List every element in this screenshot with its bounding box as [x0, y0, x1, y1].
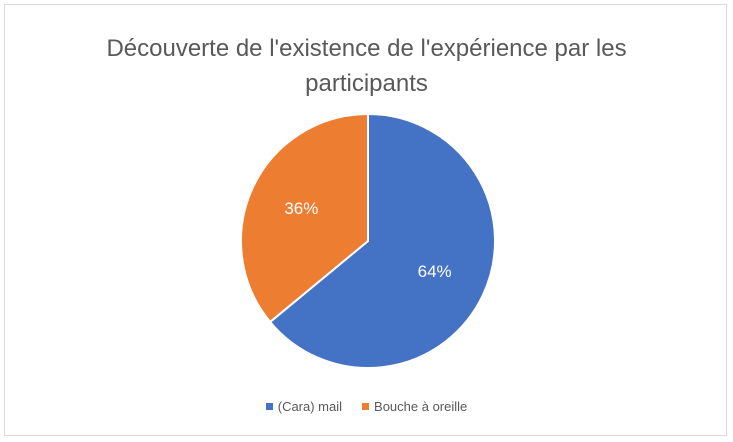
- legend-label-bouche-a-oreille: Bouche à oreille: [374, 399, 468, 414]
- legend-swatch-bouche-a-oreille: [362, 403, 370, 410]
- legend-item-mail: (Cara) mail: [265, 399, 343, 414]
- pie-slice-0: [268, 112, 496, 369]
- chart-legend: (Cara) mail Bouche à oreille: [5, 399, 728, 414]
- legend-swatch-mail: [265, 403, 273, 410]
- legend-item-bouche-a-oreille: Bouche à oreille: [362, 399, 467, 414]
- data-label-1: 36%: [284, 199, 318, 218]
- pie-slice-1: [240, 112, 369, 324]
- chart-title-line-2: participants: [305, 70, 428, 97]
- data-label-0: 64%: [418, 262, 452, 281]
- chart-area: Découverte de l'existence de l'expérienc…: [4, 4, 727, 436]
- legend-label-mail: (Cara) mail: [277, 399, 343, 414]
- chart-title: Découverte de l'existence de l'expérienc…: [5, 31, 728, 101]
- chart-title-line-1: Découverte de l'existence de l'expérienc…: [106, 35, 627, 62]
- pie-chart: 64% 36%: [240, 112, 496, 369]
